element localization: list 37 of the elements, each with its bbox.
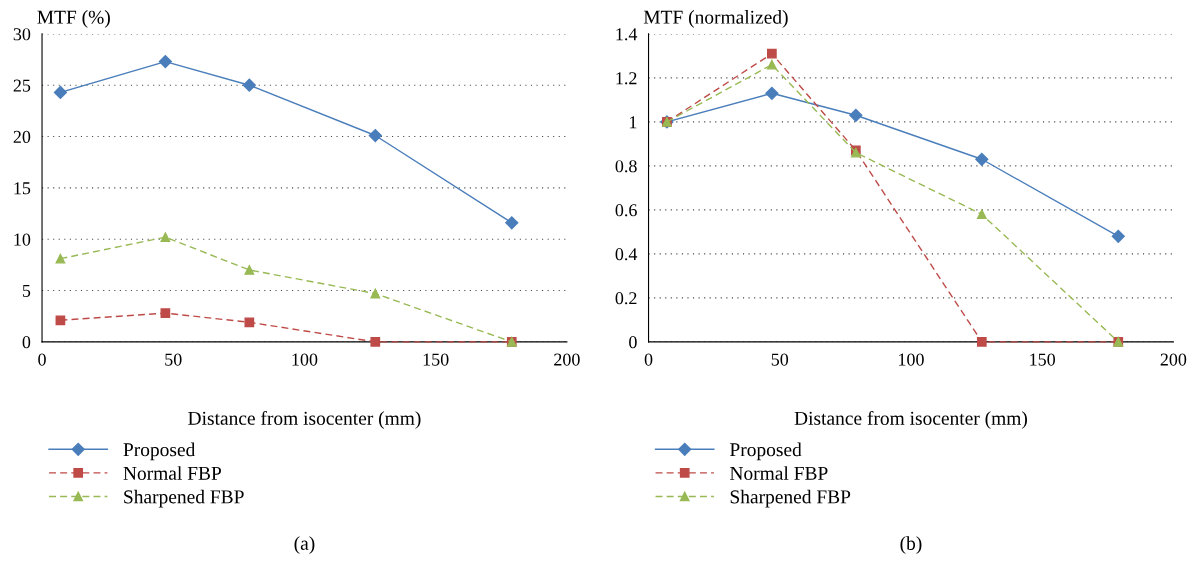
- y-tick-label: 15: [14, 182, 31, 195]
- x-tick-label: 100: [292, 353, 318, 366]
- x-tick-label: 100: [899, 353, 924, 366]
- x-axis-title: Distance from isocenter (mm): [794, 410, 1027, 429]
- x-tick-label: 200: [1160, 353, 1187, 366]
- y-tick-label: 30: [13, 28, 31, 41]
- legend-label: Normal FBP: [123, 466, 221, 480]
- legend-label: Sharpened FBP: [730, 489, 851, 508]
- y-tick-label: 1.2: [616, 72, 637, 85]
- y-tick-label: 1.4: [616, 28, 638, 41]
- legend-label: Proposed: [729, 442, 802, 461]
- y-tick-label: 0.6: [615, 204, 637, 217]
- x-tick-label: 50: [165, 353, 182, 366]
- x-tick-label: 200: [554, 353, 580, 366]
- y-tick-label: 20: [13, 130, 31, 143]
- x-tick-label: 0: [644, 353, 653, 366]
- y-tick-label: 0.8: [615, 160, 637, 173]
- y-tick-label: 5: [22, 284, 31, 297]
- x-axis-title: Distance from isocenter (mm): [188, 410, 421, 429]
- legend-label: Sharpened FBP: [124, 489, 244, 508]
- y-axis-title: MTF (%): [37, 10, 110, 28]
- y-tick-label: 0.2: [615, 292, 637, 305]
- y-tick-label: 25: [13, 79, 31, 92]
- y-tick-label: 10: [14, 233, 31, 246]
- x-tick-label: 50: [771, 353, 789, 366]
- y-tick-label: 0.4: [615, 248, 638, 261]
- y-tick-label: 1: [629, 116, 637, 129]
- x-tick-label: 0: [38, 353, 46, 366]
- text: (a): [294, 536, 315, 554]
- x-tick-label: 150: [423, 353, 449, 366]
- y-tick-label: 0: [22, 336, 31, 349]
- y-tick-label: 0: [629, 336, 637, 349]
- y-axis-title: MTF (normalized): [643, 10, 788, 28]
- x-tick-label: 150: [1030, 353, 1056, 366]
- legend-label: Proposed: [123, 442, 196, 461]
- legend-label: Normal FBP: [729, 466, 828, 480]
- text: (b): [900, 536, 922, 554]
